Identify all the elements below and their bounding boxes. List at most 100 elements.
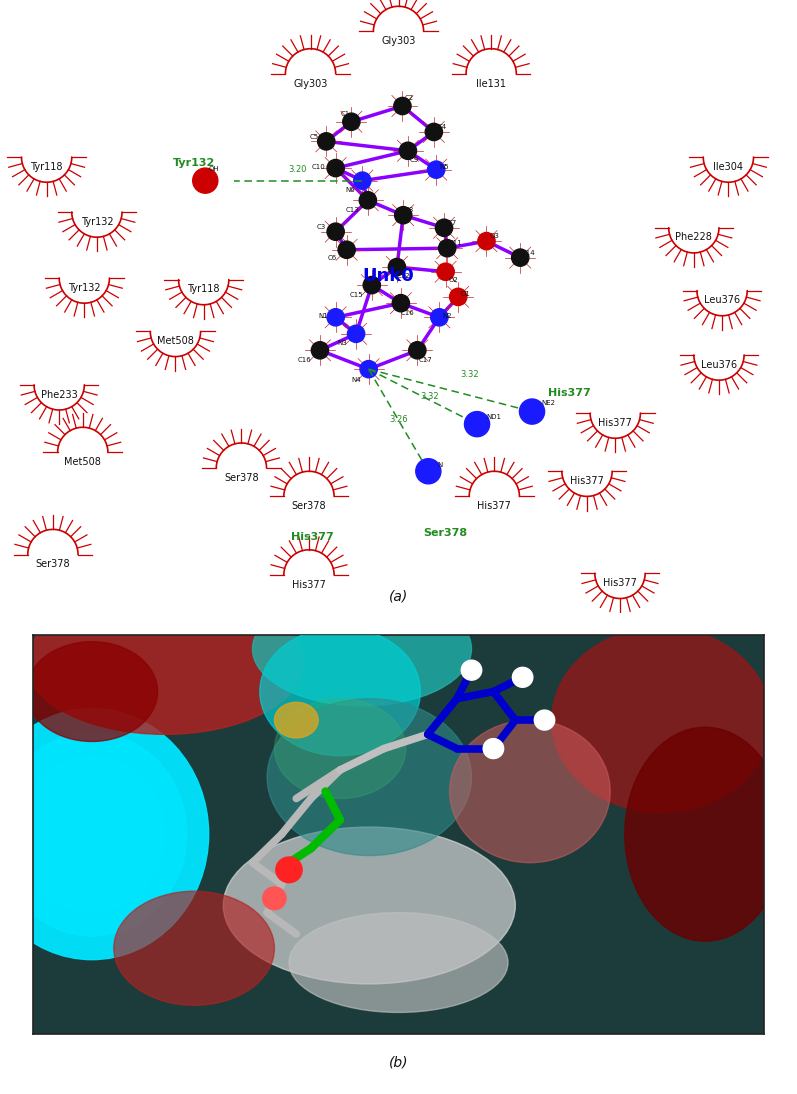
- Circle shape: [343, 113, 360, 130]
- Ellipse shape: [289, 912, 508, 1012]
- Text: O1: O1: [461, 291, 471, 296]
- Ellipse shape: [19, 756, 165, 912]
- Circle shape: [426, 124, 442, 141]
- Circle shape: [338, 241, 355, 258]
- Text: C11: C11: [448, 241, 462, 246]
- Ellipse shape: [0, 732, 186, 936]
- Text: Ser378: Ser378: [292, 501, 326, 511]
- Ellipse shape: [26, 592, 304, 734]
- Circle shape: [354, 172, 371, 189]
- Circle shape: [427, 161, 445, 178]
- Circle shape: [512, 667, 533, 687]
- Circle shape: [317, 132, 335, 150]
- Text: His377: His377: [292, 580, 326, 590]
- Text: N: N: [438, 462, 443, 467]
- Circle shape: [534, 710, 555, 730]
- Circle shape: [438, 240, 456, 257]
- Text: N1: N1: [318, 313, 328, 318]
- Text: C6: C6: [328, 255, 337, 260]
- Text: C16: C16: [400, 310, 414, 315]
- Text: C5: C5: [310, 133, 319, 140]
- Circle shape: [512, 249, 529, 266]
- Text: Ser378: Ser378: [36, 559, 70, 569]
- Text: 3.20: 3.20: [289, 165, 307, 174]
- Circle shape: [430, 309, 448, 326]
- Circle shape: [483, 738, 504, 758]
- Text: His377: His377: [570, 476, 604, 486]
- Text: OH: OH: [209, 166, 219, 172]
- Circle shape: [363, 277, 380, 294]
- Ellipse shape: [274, 699, 406, 799]
- Text: His377: His377: [599, 418, 632, 428]
- Text: Ser378: Ser378: [423, 527, 468, 537]
- Text: 3.32: 3.32: [421, 392, 439, 400]
- Ellipse shape: [253, 592, 472, 706]
- Text: Ser378: Ser378: [224, 473, 259, 482]
- Text: N4: N4: [351, 377, 361, 383]
- Text: Gly303: Gly303: [293, 79, 328, 89]
- Text: C14: C14: [521, 249, 535, 256]
- Circle shape: [312, 341, 328, 359]
- Circle shape: [399, 142, 417, 160]
- Circle shape: [450, 288, 467, 305]
- Circle shape: [388, 258, 406, 276]
- Text: C9: C9: [410, 158, 419, 163]
- Circle shape: [327, 309, 344, 326]
- Text: Tyr132: Tyr132: [68, 282, 100, 293]
- Text: NE2: NE2: [541, 400, 556, 406]
- Circle shape: [416, 458, 441, 484]
- Text: C1: C1: [340, 110, 350, 117]
- Circle shape: [359, 191, 376, 209]
- Circle shape: [461, 660, 481, 680]
- Text: O3: O3: [489, 233, 499, 240]
- Text: C16: C16: [297, 357, 311, 363]
- Circle shape: [276, 857, 302, 883]
- Ellipse shape: [260, 627, 420, 756]
- Circle shape: [437, 264, 454, 280]
- Circle shape: [360, 361, 377, 377]
- Text: His377: His377: [291, 533, 333, 543]
- Text: C8: C8: [405, 208, 414, 213]
- Circle shape: [263, 887, 286, 910]
- Text: N3: N3: [337, 340, 347, 346]
- Ellipse shape: [0, 709, 209, 959]
- Text: N2: N2: [442, 313, 452, 318]
- Text: Unk0: Unk0: [363, 267, 414, 286]
- Circle shape: [520, 399, 544, 424]
- Text: C17: C17: [418, 357, 432, 363]
- Circle shape: [193, 168, 218, 194]
- Text: Phe228: Phe228: [675, 233, 713, 243]
- Ellipse shape: [223, 827, 516, 984]
- Ellipse shape: [625, 728, 785, 941]
- Circle shape: [327, 160, 344, 177]
- Circle shape: [478, 233, 495, 249]
- Text: C10: C10: [312, 163, 325, 170]
- Ellipse shape: [450, 720, 611, 863]
- Circle shape: [392, 294, 410, 312]
- Text: Ile131: Ile131: [476, 79, 506, 89]
- Text: Ile304: Ile304: [713, 162, 744, 172]
- Text: C2: C2: [404, 95, 414, 101]
- Text: 3.26: 3.26: [389, 415, 408, 424]
- Text: N6: N6: [345, 187, 355, 193]
- Circle shape: [409, 341, 426, 359]
- Text: Tyr118: Tyr118: [187, 284, 220, 294]
- Text: C4: C4: [437, 125, 446, 130]
- Text: Met508: Met508: [65, 457, 101, 467]
- Text: Phe233: Phe233: [41, 389, 77, 399]
- Circle shape: [327, 223, 344, 241]
- Text: C13: C13: [345, 207, 359, 212]
- Ellipse shape: [274, 702, 318, 738]
- Text: His377: His377: [603, 578, 637, 589]
- Text: His377: His377: [548, 387, 591, 398]
- Text: C15: C15: [349, 291, 363, 298]
- Text: N5: N5: [439, 163, 449, 170]
- Text: C3: C3: [317, 224, 326, 230]
- Text: Gly303: Gly303: [381, 36, 416, 46]
- Text: Tyr132: Tyr132: [80, 217, 113, 226]
- Circle shape: [347, 325, 365, 342]
- Circle shape: [435, 219, 453, 236]
- Text: Leu376: Leu376: [704, 295, 740, 305]
- Ellipse shape: [114, 892, 274, 1005]
- Text: Met508: Met508: [157, 336, 194, 346]
